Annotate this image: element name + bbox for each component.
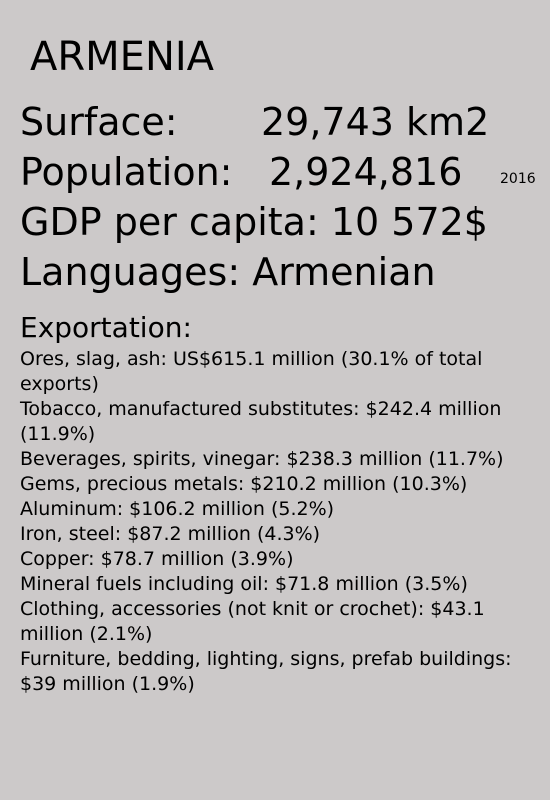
population-row: Population: 2,924,816 [20,150,462,194]
export-item: Iron, steel: $87.2 million (4.3%) [20,523,321,545]
export-item: Mineral fuels including oil: $71.8 milli… [20,573,468,595]
surface-row: Surface: 29,743 km2 [20,100,489,144]
export-item: Copper: $78.7 million (3.9%) [20,548,294,570]
export-item: Ores, slag, ash: US$615.1 million (30.1%… [20,348,483,395]
export-item: Clothing, accessories (not knit or croch… [20,598,485,645]
export-item: Aluminum: $106.2 million (5.2%) [20,498,335,520]
export-item: Tobacco, manufactured substitutes: $242.… [20,398,502,445]
gdp-per-capita: GDP per capita: 10 572$ [20,200,488,244]
population-label: Population: [20,150,233,194]
surface-label: Surface: [20,100,178,144]
languages: Languages: Armenian [20,250,436,294]
population-year: 2016 [500,171,536,187]
export-item: Furniture, bedding, lighting, signs, pre… [20,648,512,695]
exportation-list: Ores, slag, ash: US$615.1 million (30.1%… [20,347,545,697]
export-item: Beverages, spirits, vinegar: $238.3 mill… [20,448,504,470]
exportation-title: Exportation: [20,311,192,344]
population-value: 2,924,816 [269,150,463,194]
export-item: Gems, precious metals: $210.2 million (1… [20,473,468,495]
country-title: ARMENIA [30,34,215,80]
surface-value: 29,743 km2 [261,100,490,144]
